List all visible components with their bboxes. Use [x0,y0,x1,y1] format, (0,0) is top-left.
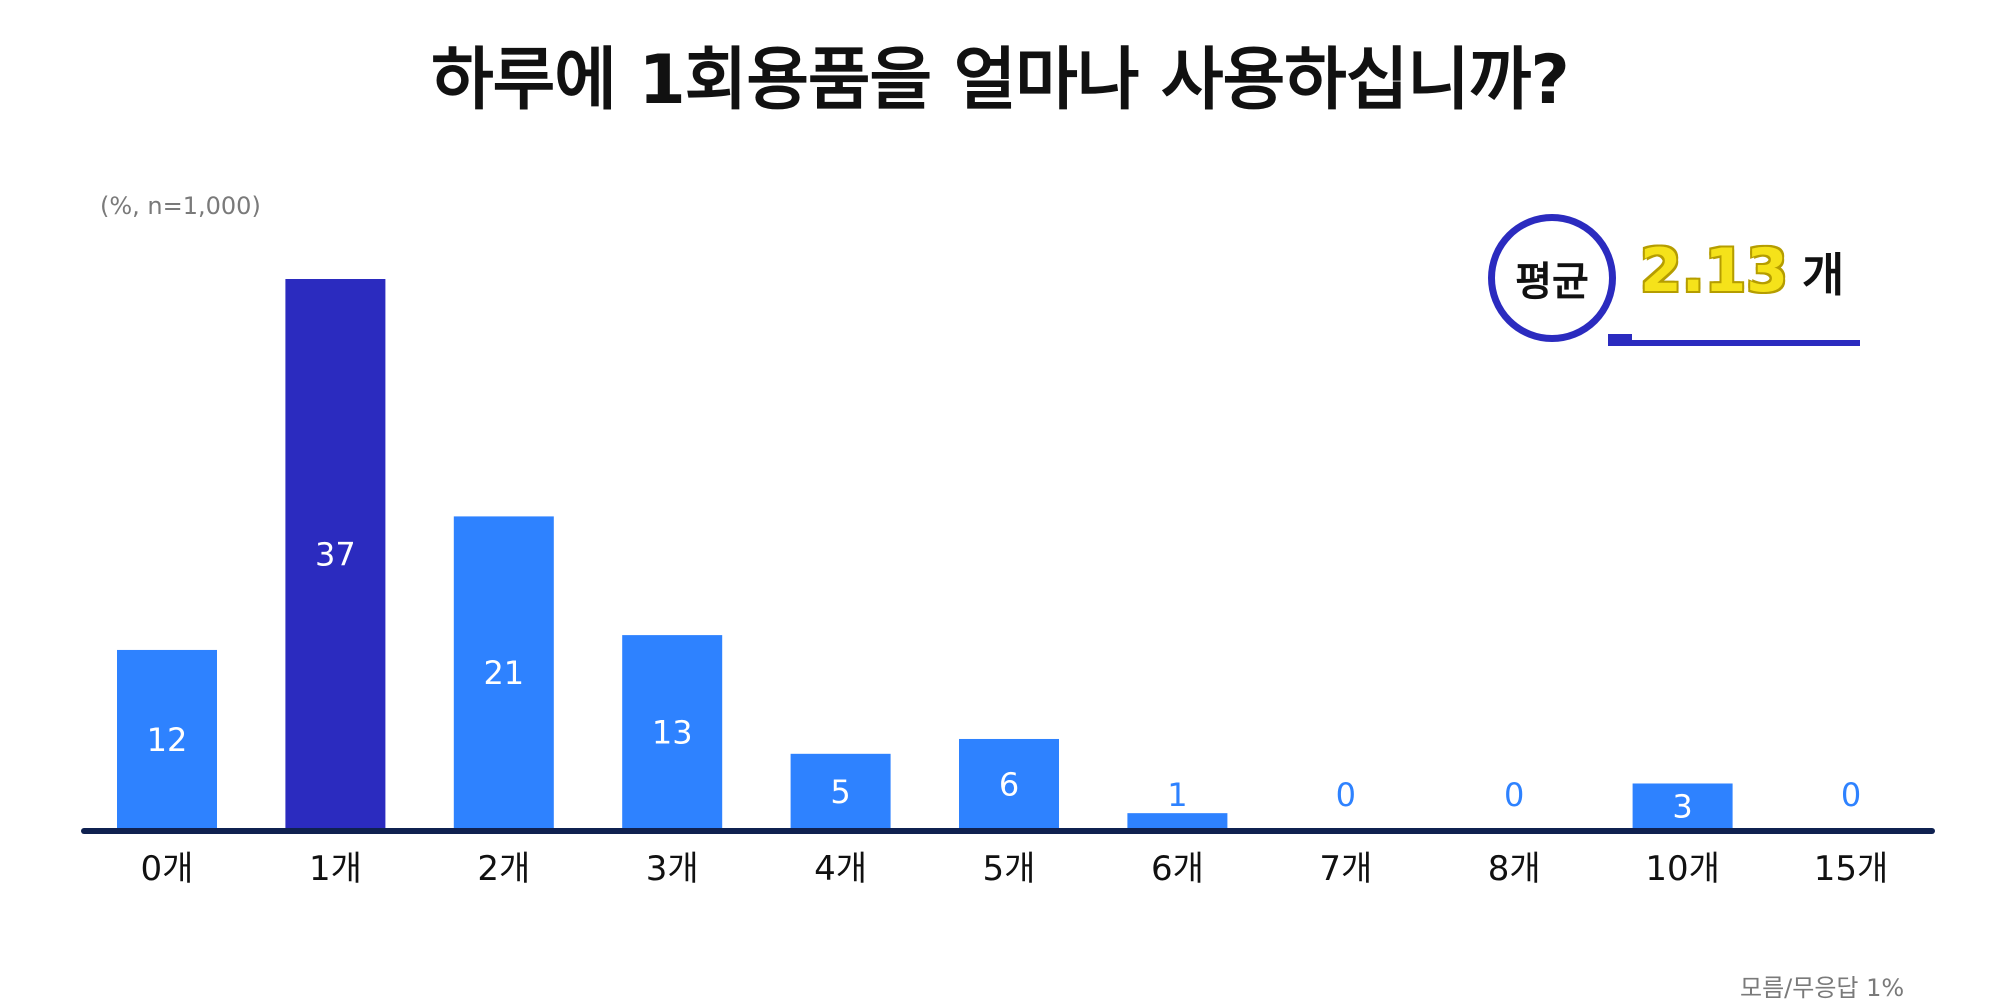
x-tick-label: 2개 [477,849,530,889]
average-value: 2.13 [1640,236,1789,306]
x-tick-label: 10개 [1645,849,1720,889]
data-label: 12 [147,721,188,759]
average-badge: 평균 2.13 개 [1488,214,1868,350]
x-tick-label: 6개 [1151,849,1204,889]
x-tick-label: 0개 [141,849,194,889]
x-tick-label: 15개 [1814,849,1889,889]
footnote: 모름/무응답 1% [1740,974,1905,1002]
data-label: 5 [830,773,850,811]
data-label: 0 [1841,776,1861,814]
average-circle: 평균 [1488,214,1616,342]
bar [453,516,554,828]
x-tick-label: 4개 [814,849,867,889]
unit-note: (%, n=1,000) [100,192,261,220]
bar [285,279,386,828]
x-tick-label: 7개 [1319,849,1372,889]
bar [117,649,217,828]
x-tick-label: 3개 [646,849,699,889]
average-underline [1628,340,1860,346]
average-tail [1608,334,1632,346]
bar [790,753,891,828]
data-label: 37 [315,536,356,574]
data-label: 3 [1672,788,1692,826]
average-label: 평균 [1515,259,1589,305]
data-label: 13 [652,714,693,752]
average-value-group: 2.13 개 [1640,236,1844,306]
chart-title: 하루에 1회용품을 얼마나 사용하십니까? [431,41,1570,120]
bar [959,738,1059,828]
average-unit: 개 [1802,248,1845,302]
data-label: 0 [1336,776,1356,814]
bar [1127,813,1228,828]
x-tick-label: 5개 [983,849,1036,889]
x-tick-label: 8개 [1488,849,1541,889]
x-tick-label: 1개 [309,849,362,889]
data-label: 0 [1504,776,1524,814]
data-label: 6 [999,765,1019,803]
bar [1632,783,1733,828]
data-label: 1 [1167,776,1187,814]
bar [622,635,723,828]
data-label: 21 [483,654,524,692]
